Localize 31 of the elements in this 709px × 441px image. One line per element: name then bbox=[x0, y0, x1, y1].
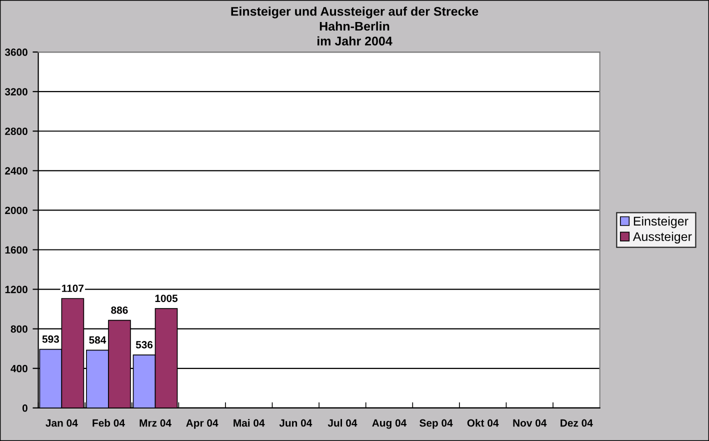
y-tick-label: 800 bbox=[10, 325, 28, 333]
x-tick-label: Dez 04 bbox=[560, 419, 593, 427]
x-tick-label: Sep 04 bbox=[420, 419, 453, 429]
y-tick-label: 2400 bbox=[5, 167, 28, 175]
x-tick-label: Nov 04 bbox=[513, 419, 547, 427]
x-tick-label: Apr 04 bbox=[186, 419, 218, 429]
x-tick-label: Aug 04 bbox=[372, 419, 407, 429]
y-tick-label: 2000 bbox=[5, 206, 28, 214]
y-tick-label: 0 bbox=[22, 404, 28, 412]
x-tick-label: Jan 04 bbox=[46, 419, 78, 427]
x-tick-label: Jun 04 bbox=[279, 419, 312, 427]
chart-title: Einsteiger und Aussteiger auf der Strecke Hahn-Berlin im Jahr 2004 bbox=[231, 6, 478, 46]
y-tick-label: 400 bbox=[10, 364, 28, 372]
x-tick-label: Mai 04 bbox=[234, 419, 265, 427]
data-label: 593 bbox=[42, 335, 59, 343]
x-tick-label: Okt 04 bbox=[467, 419, 499, 427]
y-tick-label: 1200 bbox=[5, 286, 28, 294]
x-tick-label: Jul 04 bbox=[328, 419, 358, 427]
legend-label: Aussteiger bbox=[632, 232, 692, 244]
x-tick-label: Feb 04 bbox=[92, 419, 125, 427]
y-tick-label: 1600 bbox=[5, 246, 28, 254]
y-tick-label: 3600 bbox=[4, 48, 28, 56]
data-label: 1107 bbox=[62, 284, 84, 292]
data-label: 886 bbox=[111, 306, 128, 314]
y-tick-label: 3200 bbox=[4, 88, 28, 96]
data-label: 584 bbox=[89, 336, 106, 344]
data-label: 1005 bbox=[155, 294, 178, 302]
x-tick-label: Mrz 04 bbox=[140, 419, 172, 427]
legend-label: Einsteiger bbox=[634, 216, 688, 228]
y-tick-label: 2800 bbox=[5, 128, 28, 135]
data-label: 536 bbox=[136, 341, 153, 348]
